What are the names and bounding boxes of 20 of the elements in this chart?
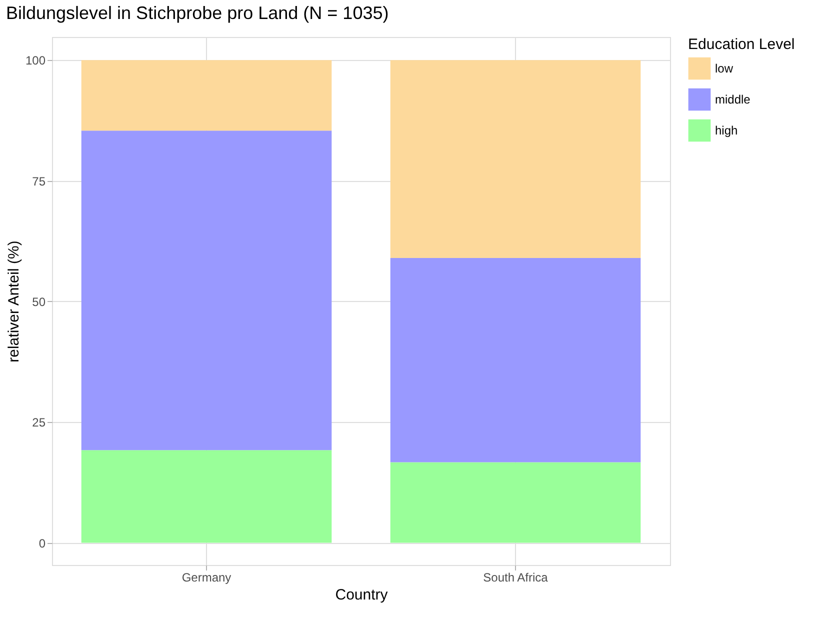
bar (390, 462, 641, 543)
legend-label: middle (715, 92, 751, 106)
y-axis-title: relativer Anteil (%) (5, 240, 22, 362)
bar (81, 130, 332, 450)
y-tick-label: 25 (32, 416, 46, 430)
y-tick-label: 100 (25, 54, 46, 68)
legend-label: high (715, 124, 738, 138)
legend-label: low (715, 62, 734, 76)
x-axis-title: Country (335, 586, 388, 604)
bar (390, 60, 641, 258)
bar (390, 258, 641, 462)
chart-title: Bildungslevel in Stichprobe pro Land (N = 1035) (6, 3, 389, 23)
y-tick-label: 50 (32, 294, 46, 309)
x-tick-label: Germany (182, 570, 232, 584)
bar (81, 450, 332, 543)
bar (81, 60, 332, 131)
y-tick-label: 0 (38, 536, 46, 550)
y-tick-label: 75 (32, 174, 46, 188)
x-tick-label: South Africa (483, 570, 548, 584)
legend-title: Education Level (688, 36, 795, 53)
